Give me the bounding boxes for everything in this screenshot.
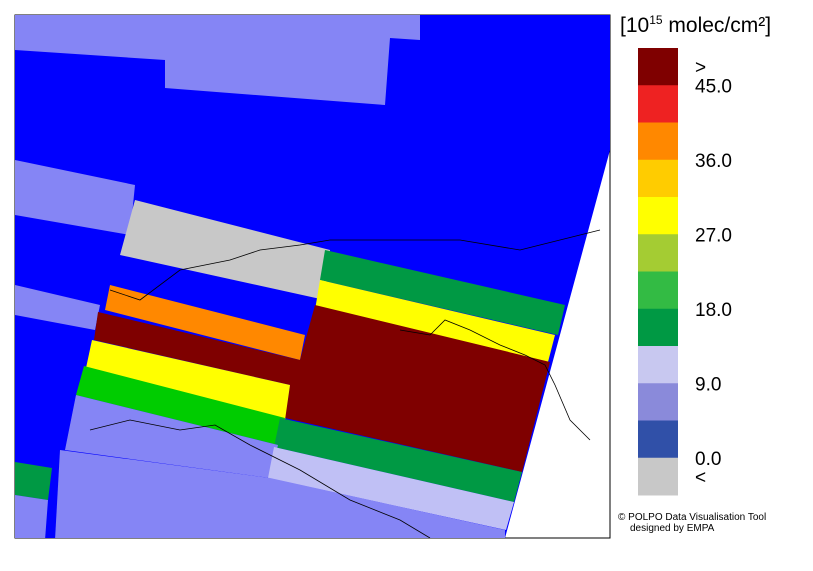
- swath-band: [15, 462, 52, 500]
- legend-unit: [1015 molec/cm²]: [620, 13, 771, 37]
- colorbar-label: 36.0: [695, 151, 732, 172]
- swath-band: [268, 447, 514, 530]
- colorbar-segment: [638, 85, 678, 123]
- satellite-swath: [15, 15, 610, 538]
- colorbar-label: <: [695, 467, 706, 488]
- colorbar-segment: [638, 48, 678, 86]
- swath-band: [105, 285, 305, 360]
- colorbar-segment: [638, 457, 678, 496]
- colorbar-label: 0.0: [695, 449, 721, 470]
- colorbar-segment: [638, 197, 678, 235]
- colorbar-segment: [638, 383, 678, 421]
- colorbar-segment: [638, 346, 678, 384]
- colorbar-label: 27.0: [695, 225, 732, 246]
- swath-band: [15, 495, 48, 538]
- colorbar-label: >: [695, 58, 706, 79]
- colorbar-label: 45.0: [695, 76, 732, 97]
- unit-base: [10: [620, 14, 649, 37]
- swath-band: [15, 285, 100, 330]
- swath-band: [15, 160, 135, 235]
- coastline-path: [89, 419, 431, 539]
- colorbar-label: 18.0: [695, 300, 732, 321]
- swath-band: [65, 395, 278, 478]
- unit-exponent: 15: [649, 13, 663, 27]
- swath-band: [274, 418, 522, 502]
- colorbar-segment: [638, 122, 678, 161]
- swath-band: [76, 366, 285, 445]
- unit-rest: molec/cm²]: [663, 14, 772, 37]
- colorbar-label: 9.0: [695, 374, 721, 395]
- swath-band: [15, 15, 420, 105]
- swath-band: [315, 280, 555, 362]
- colorbar-segment: [638, 271, 678, 310]
- swath-band: [86, 340, 290, 420]
- credit-line: © POLPO Data Visualisation Tool: [618, 512, 766, 523]
- swath-band: [55, 450, 505, 538]
- colorbar-segment: [638, 159, 678, 198]
- swath-band: [120, 200, 330, 300]
- colorbar-segment: [638, 420, 678, 459]
- coastline-path: [399, 319, 591, 441]
- colorbar-segment: [638, 308, 678, 347]
- colorbar: >45.0 36.0 27.0 18.0 9.0 0.0<: [638, 48, 732, 496]
- swath-band: [94, 305, 550, 472]
- credit-line: designed by EMPA: [630, 523, 715, 534]
- colorbar-segment: [638, 234, 678, 272]
- swath-band: [320, 250, 565, 335]
- coastline: [89, 229, 601, 539]
- border-path: [109, 229, 601, 301]
